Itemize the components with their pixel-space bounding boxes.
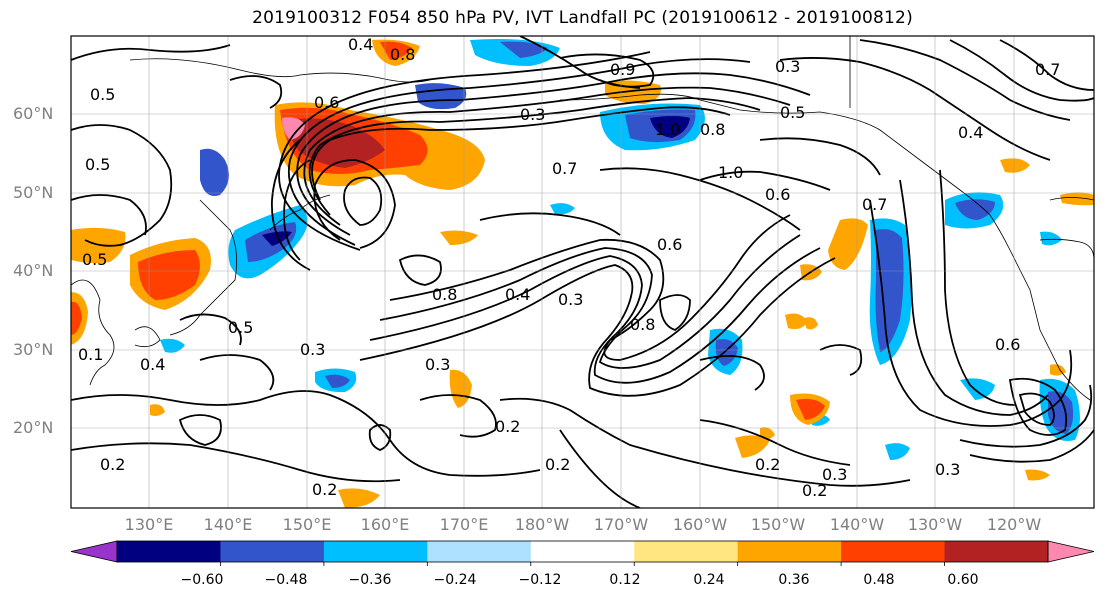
colorbar-tick-label: −0.24 xyxy=(433,572,477,588)
colorbar-segment xyxy=(427,541,532,562)
contour-label: 0.2 xyxy=(755,455,780,474)
lon-label: 170°W xyxy=(593,515,649,534)
contour-label: 0.3 xyxy=(822,465,847,484)
lat-label: 20°N xyxy=(13,418,54,437)
colorbar-extend-high xyxy=(1047,540,1095,563)
colorbar-segment xyxy=(841,541,946,562)
lon-label: 130°E xyxy=(124,515,174,534)
colorbar-segment xyxy=(634,541,739,562)
contour-labels: 0.4 0.8 0.3 0.5 0.6 0.5 0.7 1.0 0.6 0.8 … xyxy=(78,35,1060,500)
contour-label: 0.7 xyxy=(862,195,887,214)
colorbar-segment xyxy=(117,541,221,562)
colorbar-extend-low xyxy=(70,540,118,563)
contour-label: 0.3 xyxy=(520,105,545,124)
colorbar-segment xyxy=(323,541,428,562)
contour-label: 1.0 xyxy=(655,120,680,139)
map-content: 0.4 0.8 0.3 0.5 0.6 0.5 0.7 1.0 0.6 0.8 … xyxy=(71,35,1094,508)
contour-label: 0.2 xyxy=(802,481,827,500)
lon-label: 120°W xyxy=(986,515,1042,534)
colorbar-tick-label: −0.48 xyxy=(264,572,308,588)
colorbar-tick-label: −0.12 xyxy=(518,572,562,588)
contour-label: 0.6 xyxy=(314,93,339,112)
contour-label: 0.4 xyxy=(505,285,530,304)
contour-label: 0.7 xyxy=(1035,60,1060,79)
lat-label: 40°N xyxy=(13,261,54,280)
contour-label: 0.9 xyxy=(610,60,635,79)
contour-label: 0.8 xyxy=(700,120,725,139)
contour-label: 0.5 xyxy=(90,85,115,104)
lon-label: 160°E xyxy=(360,515,410,534)
map-background xyxy=(71,36,1094,508)
contour-label: 0.2 xyxy=(312,480,337,499)
colorbar-tick-label: 0.60 xyxy=(947,572,979,588)
colorbar-segment xyxy=(530,541,635,562)
contour-label: 0.5 xyxy=(228,318,253,337)
contour-label: 0.3 xyxy=(300,340,325,359)
lon-label: 150°E xyxy=(282,515,332,534)
lon-label: 180°W xyxy=(514,515,570,534)
contour-label: 0.4 xyxy=(958,123,983,142)
lon-label: 170°E xyxy=(439,515,489,534)
gridlines xyxy=(71,36,1094,508)
contour-label: 0.4 xyxy=(140,355,165,374)
contour-label: 0.6 xyxy=(995,335,1020,354)
contour-label: 0.6 xyxy=(765,185,790,204)
contour-label: 0.7 xyxy=(552,159,577,178)
lon-label: 130°W xyxy=(907,515,963,534)
contour-label: 0.3 xyxy=(558,290,583,309)
contour-label: 0.2 xyxy=(495,417,520,436)
colorbar-tick-label: 0.24 xyxy=(693,572,725,588)
contour-label: 0.8 xyxy=(432,285,457,304)
lon-label: 160°W xyxy=(672,515,728,534)
lat-label: 50°N xyxy=(13,183,54,202)
colorbar-segment xyxy=(737,541,842,562)
colorbar-tick-label: 0.12 xyxy=(609,572,641,588)
lon-label: 150°W xyxy=(750,515,806,534)
contour-label: 0.3 xyxy=(425,355,450,374)
contour-label: 0.8 xyxy=(390,45,415,64)
contour-label: 0.5 xyxy=(82,250,107,269)
contour-label: 0.8 xyxy=(630,315,655,334)
contour-label: 0.2 xyxy=(100,455,125,474)
contour-label: 0.2 xyxy=(545,455,570,474)
contour-label: 0.5 xyxy=(780,103,805,122)
lat-label: 60°N xyxy=(13,104,54,123)
lon-label: 140°W xyxy=(829,515,885,534)
contour-label: 1.0 xyxy=(718,163,743,182)
colorbar-tick-label: 0.36 xyxy=(778,572,810,588)
colorbar-segment xyxy=(944,541,1049,562)
contour-label: 0.4 xyxy=(348,35,373,54)
contour-label: 0.3 xyxy=(935,460,960,479)
contour-label: 0.5 xyxy=(85,155,110,174)
negative-pv-regions xyxy=(150,39,1080,460)
colorbar xyxy=(70,540,1095,566)
colorbar-tick-label: −0.36 xyxy=(348,572,392,588)
contour-label: 0.6 xyxy=(657,235,682,254)
contour-lines xyxy=(71,36,1094,508)
lon-label: 140°E xyxy=(203,515,253,534)
colorbar-tick-label: −0.60 xyxy=(180,572,224,588)
colorbar-tick-label: 0.48 xyxy=(863,572,895,588)
contour-label: 0.1 xyxy=(78,345,103,364)
colorbar-segment xyxy=(220,541,325,562)
map-title: 2019100312 F054 850 hPa PV, IVT Landfall… xyxy=(252,8,913,28)
lat-label: 30°N xyxy=(13,340,54,359)
colorbar-frame xyxy=(116,540,1049,563)
map-frame xyxy=(70,35,1095,509)
contour-label: 0.3 xyxy=(775,57,800,76)
